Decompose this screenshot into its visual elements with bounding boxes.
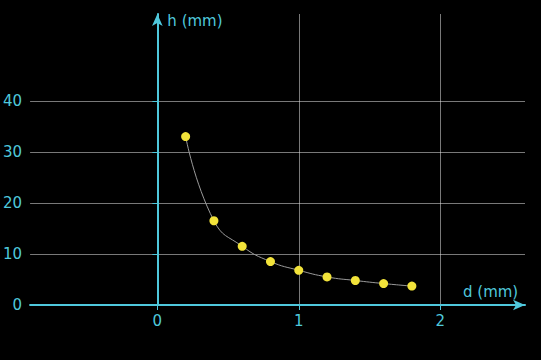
svg-text:2: 2 (435, 312, 445, 330)
svg-text:0: 0 (153, 312, 163, 330)
svg-text:h (mm): h (mm) (167, 12, 222, 30)
svg-text:20: 20 (3, 194, 22, 212)
svg-text:10: 10 (3, 245, 22, 263)
svg-text:0: 0 (13, 296, 23, 314)
svg-text:30: 30 (3, 143, 22, 161)
svg-text:d (mm): d (mm) (463, 283, 518, 301)
svg-text:40: 40 (3, 92, 22, 110)
svg-text:1: 1 (294, 312, 304, 330)
